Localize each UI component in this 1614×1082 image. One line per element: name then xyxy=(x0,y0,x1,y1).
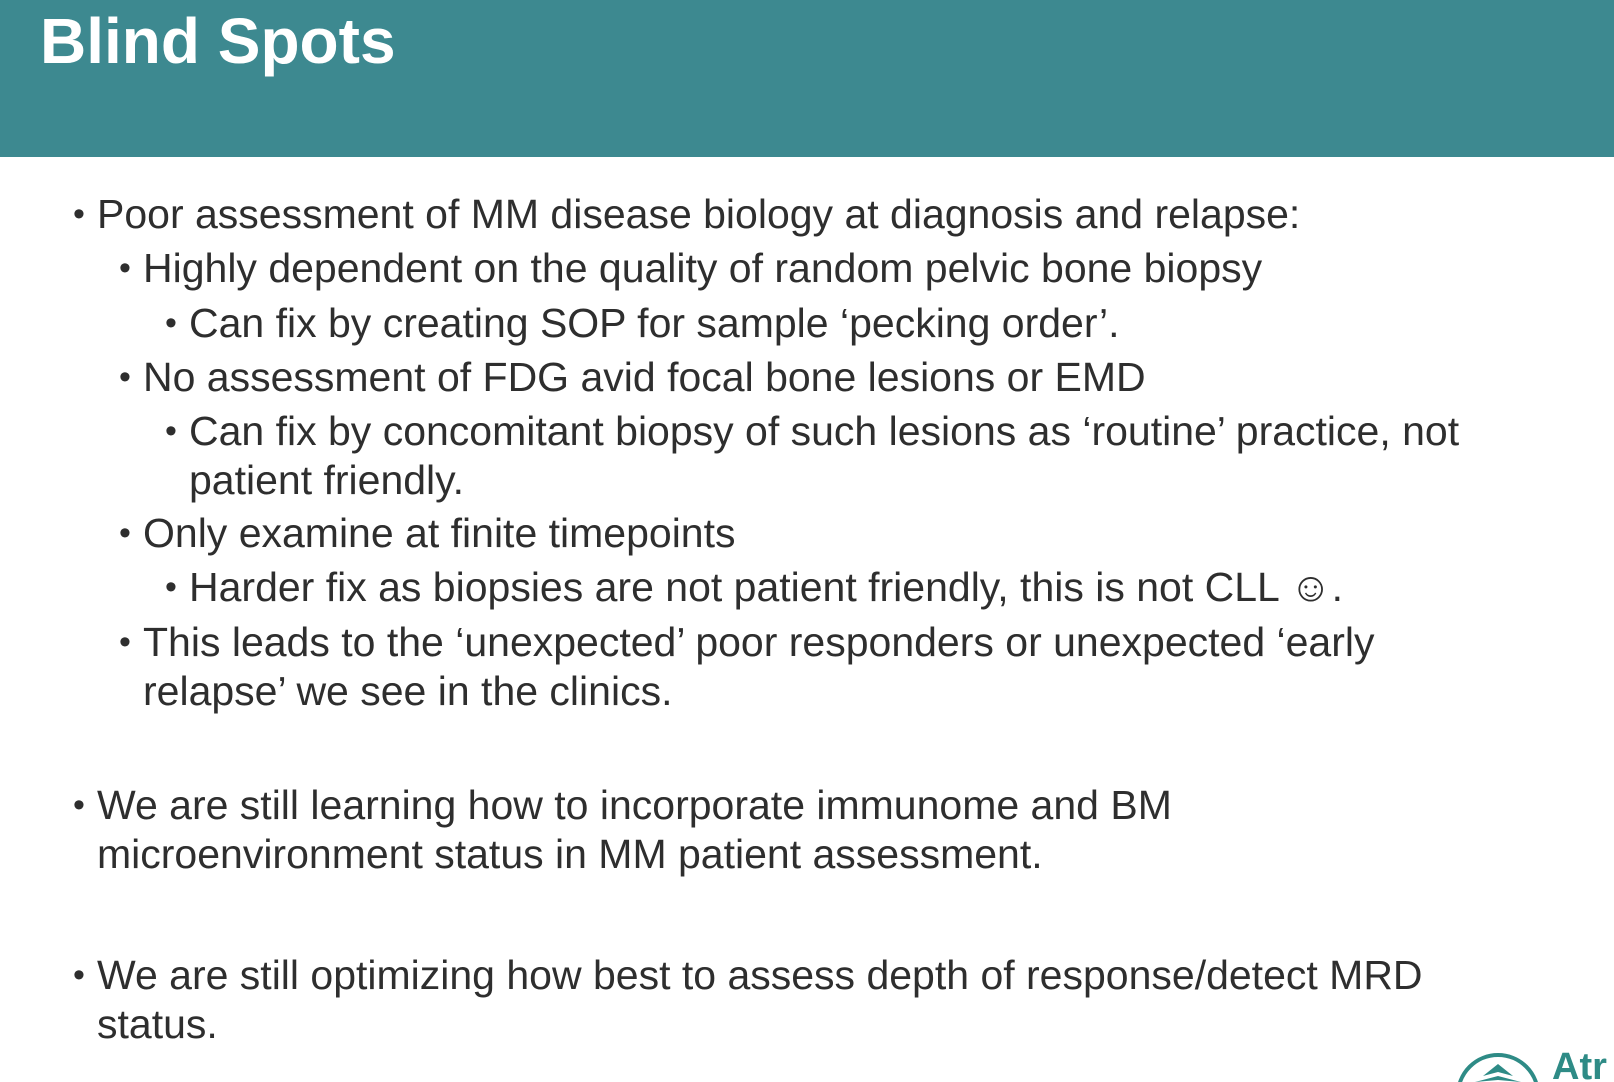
bullet-text-line-2: microenvironment status in MM patient as… xyxy=(97,831,1043,877)
atrium-logo-icon xyxy=(1458,1053,1538,1082)
bullet-text: No assessment of FDG avid focal bone les… xyxy=(143,354,1146,400)
bullet-text-line-1: Can fix by concomitant biopsy of such le… xyxy=(189,408,1460,454)
title-banner: Blind Spots xyxy=(0,0,1614,157)
logo-text: Atr xyxy=(1552,1046,1607,1082)
bullet-text: Harder fix as biopsies are not patient f… xyxy=(189,564,1343,610)
bullet-marker: • xyxy=(165,412,177,450)
bullet-marker: • xyxy=(119,358,131,396)
bullet-biopsy-quality: • Highly dependent on the quality of ran… xyxy=(119,244,1603,293)
bullet-text: Only examine at finite timepoints xyxy=(143,510,736,556)
bullet-text-line-2: patient friendly. xyxy=(189,457,465,503)
bullet-marker: • xyxy=(165,304,177,342)
bullet-marker: • xyxy=(73,195,85,233)
bullet-finite-timepoints: • Only examine at finite timepoints xyxy=(119,509,1603,558)
bullet-text: Highly dependent on the quality of rando… xyxy=(143,245,1263,291)
bullet-marker: • xyxy=(119,249,131,287)
bullet-marker: • xyxy=(165,568,177,606)
bullet-text-line-1: This leads to the ‘unexpected’ poor resp… xyxy=(143,619,1375,665)
bullet-mrd-status: • We are still optimizing how best to as… xyxy=(73,951,1597,1049)
bullet-text-line-1: We are still learning how to incorporate… xyxy=(97,782,1172,828)
bullet-text-line-2: status. xyxy=(97,1001,218,1047)
bullet-sop-fix: • Can fix by creating SOP for sample ‘pe… xyxy=(165,299,1609,348)
company-logo: Atr xyxy=(1455,1046,1614,1082)
bullet-concomitant-biopsy: • Can fix by concomitant biopsy of such … xyxy=(165,407,1609,505)
bullet-disease-biology: • Poor assessment of MM disease biology … xyxy=(73,190,1597,239)
bullet-text-line-2: relapse’ we see in the clinics. xyxy=(143,668,673,714)
bullet-harder-fix: • Harder fix as biopsies are not patient… xyxy=(165,563,1609,612)
bullet-marker: • xyxy=(73,786,85,824)
bullet-marker: • xyxy=(119,623,131,661)
bullet-fdg-lesions: • No assessment of FDG avid focal bone l… xyxy=(119,353,1603,402)
bullet-text-line-1: We are still optimizing how best to asse… xyxy=(97,952,1423,998)
bullet-text: Poor assessment of MM disease biology at… xyxy=(97,191,1301,237)
bullet-unexpected-responders: • This leads to the ‘unexpected’ poor re… xyxy=(119,618,1603,716)
bullet-marker: • xyxy=(119,514,131,552)
slide-title: Blind Spots xyxy=(40,5,396,77)
bullet-immunome: • We are still learning how to incorpora… xyxy=(73,781,1597,879)
bullet-text: Can fix by creating SOP for sample ‘peck… xyxy=(189,300,1120,346)
bullet-marker: • xyxy=(73,956,85,994)
